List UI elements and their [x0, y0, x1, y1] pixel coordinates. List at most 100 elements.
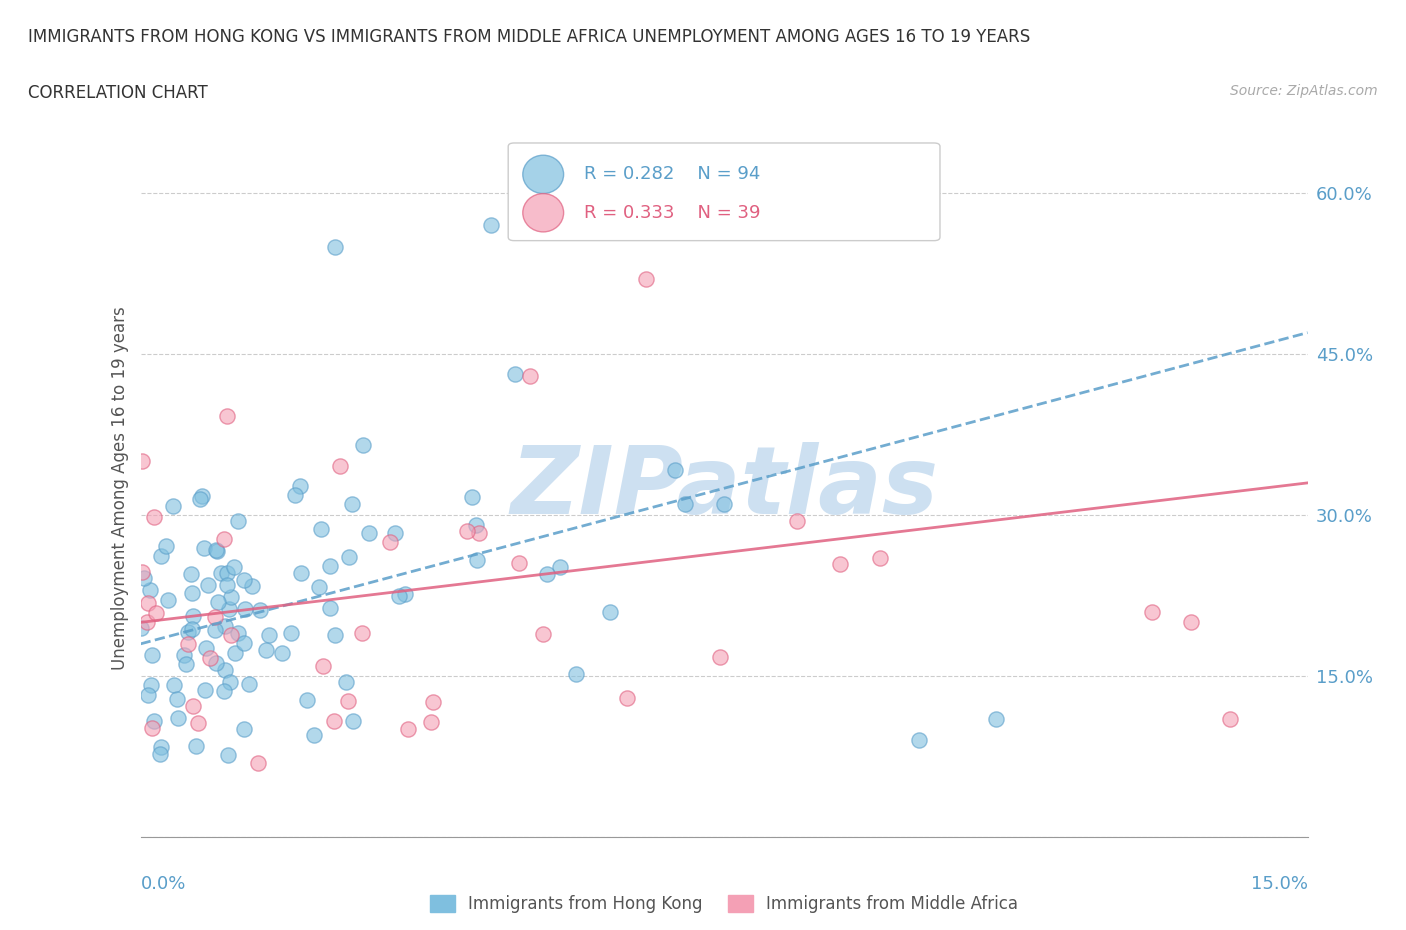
Point — [163, 678, 186, 693]
Point — [204, 656, 226, 671]
Text: R = 0.282    N = 94: R = 0.282 N = 94 — [583, 166, 761, 183]
Point — [636, 272, 658, 286]
Point — [180, 566, 202, 581]
Point — [288, 479, 311, 494]
Point — [221, 628, 243, 643]
Point — [155, 539, 177, 554]
Point — [222, 559, 245, 574]
Point — [136, 688, 159, 703]
Point — [129, 620, 152, 635]
Point — [166, 692, 188, 707]
Point — [387, 589, 409, 604]
Point — [673, 497, 696, 512]
Point — [181, 585, 204, 600]
Point — [177, 637, 200, 652]
Point — [319, 559, 342, 574]
Point — [131, 454, 153, 469]
Point — [135, 615, 157, 630]
Point — [214, 618, 236, 633]
Point — [297, 692, 319, 707]
Point — [531, 627, 554, 642]
Point — [337, 694, 360, 709]
Point — [226, 513, 249, 528]
Point — [468, 525, 491, 540]
Point — [465, 517, 488, 532]
Ellipse shape — [523, 193, 564, 232]
Point — [207, 543, 229, 558]
Point — [190, 489, 212, 504]
Point — [323, 239, 346, 254]
Point — [319, 601, 342, 616]
Point — [254, 643, 277, 658]
Point — [238, 677, 260, 692]
Point — [599, 604, 621, 619]
Point — [505, 366, 527, 381]
Point — [357, 525, 380, 540]
Point — [394, 587, 416, 602]
Point — [149, 739, 172, 754]
Point — [461, 489, 484, 504]
Point — [204, 610, 226, 625]
Point — [141, 648, 163, 663]
Point — [519, 368, 541, 383]
Text: 0.0%: 0.0% — [141, 875, 186, 894]
Point — [188, 492, 211, 507]
Point — [616, 691, 638, 706]
Point — [384, 526, 406, 541]
Point — [233, 722, 256, 737]
Point — [143, 713, 166, 728]
Point — [536, 566, 558, 581]
Point — [352, 625, 374, 640]
Point — [323, 628, 346, 643]
Point — [215, 578, 238, 592]
Point — [270, 645, 292, 660]
Point — [150, 549, 173, 564]
Text: Source: ZipAtlas.com: Source: ZipAtlas.com — [1230, 84, 1378, 98]
Point — [224, 645, 246, 660]
Point — [465, 552, 488, 567]
Point — [194, 641, 217, 656]
Point — [162, 498, 184, 513]
Point — [786, 513, 808, 528]
Point — [508, 555, 530, 570]
Point — [198, 650, 221, 665]
Point — [322, 713, 344, 728]
Point — [215, 408, 238, 423]
FancyBboxPatch shape — [508, 143, 941, 241]
Point — [986, 711, 1008, 726]
Point — [1219, 711, 1241, 726]
Point — [183, 698, 205, 713]
Point — [302, 728, 325, 743]
Point — [204, 622, 226, 637]
Point — [145, 605, 167, 620]
Point — [217, 748, 239, 763]
Point — [212, 532, 235, 547]
Point — [1140, 604, 1163, 619]
Point — [233, 602, 256, 617]
Point — [181, 621, 204, 636]
Point — [193, 540, 215, 555]
Point — [249, 603, 271, 618]
Point — [142, 510, 165, 525]
Point — [290, 565, 312, 580]
Point — [340, 497, 363, 512]
Point — [240, 578, 263, 593]
Point — [209, 565, 232, 580]
Point — [212, 684, 235, 698]
Point — [335, 674, 357, 689]
Point — [187, 715, 209, 730]
Point — [565, 667, 588, 682]
Point — [207, 594, 229, 609]
Point — [177, 625, 200, 640]
Text: IMMIGRANTS FROM HONG KONG VS IMMIGRANTS FROM MIDDLE AFRICA UNEMPLOYMENT AMONG AG: IMMIGRANTS FROM HONG KONG VS IMMIGRANTS … — [28, 28, 1031, 46]
Point — [456, 524, 478, 538]
Point — [131, 565, 153, 579]
Point — [174, 657, 197, 671]
Point — [396, 721, 419, 736]
Y-axis label: Unemployment Among Ages 16 to 19 years: Unemployment Among Ages 16 to 19 years — [111, 306, 129, 671]
Point — [709, 649, 731, 664]
Ellipse shape — [523, 155, 564, 193]
Point — [173, 647, 195, 662]
Point — [550, 560, 572, 575]
Point — [233, 636, 256, 651]
